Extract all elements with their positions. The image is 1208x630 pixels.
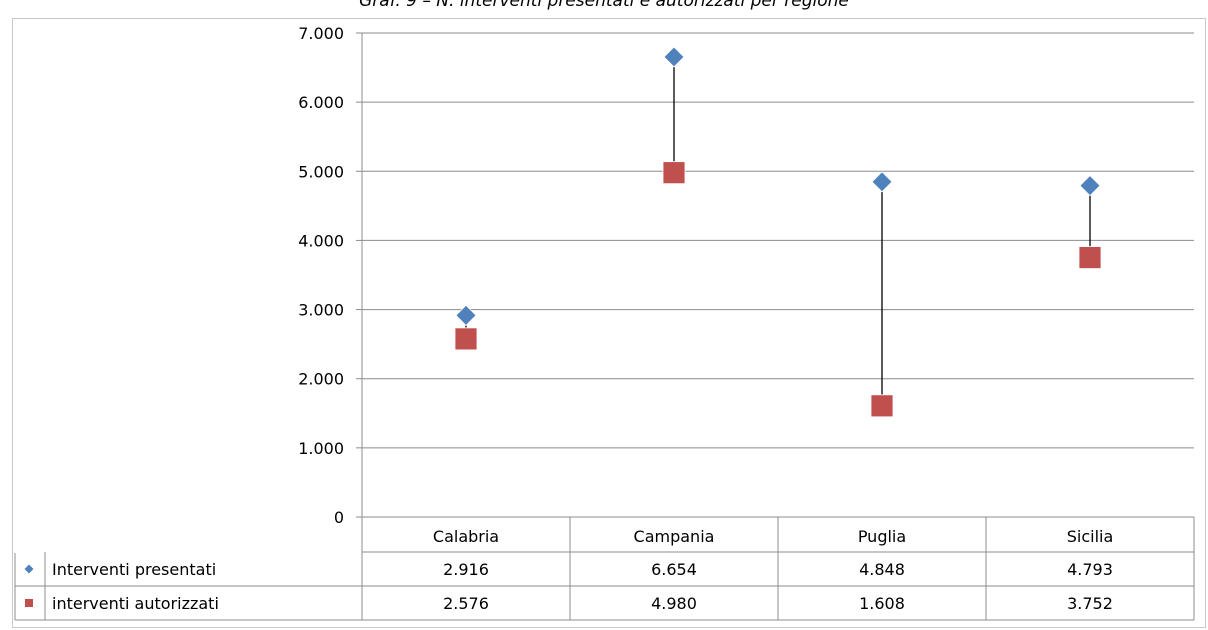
legend-key-presentati xyxy=(24,564,34,574)
category-label: Calabria xyxy=(433,527,499,546)
y-tick-label: 2.000 xyxy=(298,370,344,389)
y-tick-label: 4.000 xyxy=(298,231,344,250)
data-point-presentati xyxy=(1079,175,1101,197)
table-value: 2.576 xyxy=(443,594,489,613)
y-tick-label: 5.000 xyxy=(298,162,344,181)
table-value: 1.608 xyxy=(859,594,905,613)
data-point-presentati xyxy=(871,171,893,193)
table-value: 3.752 xyxy=(1067,594,1113,613)
chart-title: Graf. 9 – N. interventi presentati e aut… xyxy=(359,0,849,11)
y-tick-label: 3.000 xyxy=(298,301,344,320)
table-value: 4.793 xyxy=(1067,560,1113,579)
series-name: Interventi presentati xyxy=(52,560,216,579)
legend-key-autorizzati xyxy=(25,599,33,607)
table-value: 4.980 xyxy=(651,594,697,613)
table-value: 6.654 xyxy=(651,560,697,579)
data-point-presentati xyxy=(663,46,685,68)
y-tick-label: 6.000 xyxy=(298,93,344,112)
category-label: Sicilia xyxy=(1067,527,1114,546)
category-label: Puglia xyxy=(858,527,906,546)
data-point-autorizzati xyxy=(662,161,686,185)
y-tick-label: 0 xyxy=(334,508,344,527)
data-point-presentati xyxy=(455,304,477,326)
y-tick-label: 7.000 xyxy=(298,24,344,43)
chart-frame xyxy=(12,18,1206,628)
data-point-autorizzati xyxy=(870,394,894,418)
data-point-autorizzati xyxy=(1078,246,1102,269)
category-label: Campania xyxy=(634,527,715,546)
table-value: 2.916 xyxy=(443,560,489,579)
table-value: 4.848 xyxy=(859,560,905,579)
data-point-autorizzati xyxy=(454,327,478,351)
series-name: interventi autorizzati xyxy=(52,594,219,613)
y-tick-label: 1.000 xyxy=(298,439,344,458)
